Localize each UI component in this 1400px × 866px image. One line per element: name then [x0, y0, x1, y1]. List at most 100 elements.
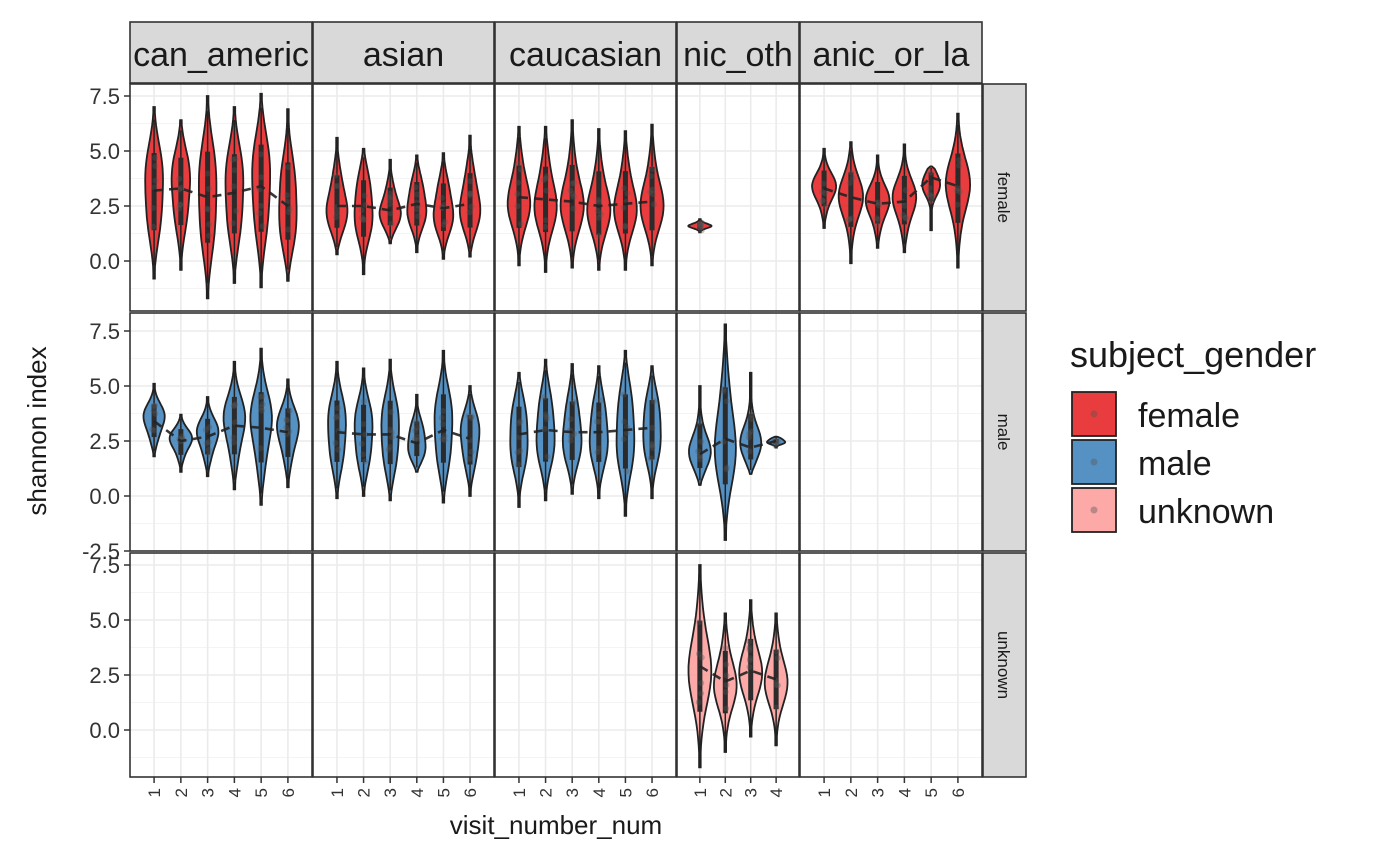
sample-point	[285, 227, 291, 233]
sample-point	[698, 680, 704, 686]
y-tick-label: 2.5	[89, 429, 120, 454]
y-tick-label: 7.5	[89, 84, 120, 109]
sample-point	[206, 447, 212, 453]
sample-point	[335, 447, 341, 453]
sample-point	[721, 389, 727, 395]
x-tick-label: 4	[408, 788, 427, 797]
x-tick-label: 5	[922, 788, 941, 797]
sample-point	[723, 689, 729, 695]
x-tick-label: 6	[643, 788, 662, 797]
sample-point	[698, 690, 704, 696]
sample-point	[287, 206, 293, 212]
sample-point	[544, 173, 550, 179]
strip-row-label-male: male	[994, 414, 1013, 451]
sample-point	[822, 190, 828, 196]
sample-point	[389, 221, 395, 227]
sample-point	[176, 176, 182, 182]
sample-point	[152, 163, 158, 169]
sample-point	[515, 180, 521, 186]
sample-point	[257, 445, 263, 451]
legend-label-unknown: unknown	[1138, 493, 1274, 531]
sample-point	[774, 649, 780, 655]
panel-unknown-asian	[313, 553, 494, 777]
y-axis-title: shannon index	[22, 346, 52, 515]
sample-point	[697, 223, 703, 229]
sample-point	[956, 157, 962, 163]
sample-point	[150, 205, 156, 211]
sample-point	[621, 185, 627, 191]
sample-point	[596, 411, 602, 417]
sample-point	[232, 419, 238, 425]
sample-point	[359, 207, 365, 213]
sample-point	[360, 217, 366, 223]
panel-female-ethnic_other	[677, 84, 799, 311]
sample-point	[442, 437, 448, 443]
sample-point	[259, 393, 265, 399]
sample-point	[414, 206, 420, 212]
legend-key-point	[1091, 411, 1098, 418]
sample-point	[206, 439, 212, 445]
x-tick-label: 4	[767, 788, 786, 797]
sample-point	[283, 424, 289, 430]
sample-point	[415, 213, 421, 219]
x-tick-label: 3	[563, 788, 582, 797]
x-tick-label: 6	[461, 788, 480, 797]
legend-key-point	[1091, 459, 1098, 466]
strip-label-caucasian: caucasian	[509, 36, 662, 74]
facet-panels	[130, 84, 982, 777]
x-tick-label: 2	[537, 788, 556, 797]
sample-point	[598, 397, 604, 403]
x-tick-label: 6	[279, 788, 298, 797]
sample-point	[723, 673, 729, 679]
sample-point	[820, 181, 826, 187]
sample-point	[286, 164, 292, 170]
sample-point	[442, 219, 448, 225]
sample-point	[205, 170, 211, 176]
x-tick-label: 3	[199, 788, 218, 797]
sample-point	[361, 398, 367, 404]
sample-point	[847, 180, 853, 186]
x-tick-label: 2	[355, 788, 374, 797]
legend-label-male: male	[1138, 445, 1212, 483]
panel-unknown-caucasian	[495, 553, 676, 777]
x-tick-label: 4	[225, 788, 244, 797]
sample-point	[284, 192, 290, 198]
strip-label-hispanic_or_latino: anic_or_la	[813, 36, 970, 74]
y-tick-label: 5.0	[89, 139, 120, 164]
sample-point	[468, 178, 474, 184]
sample-point	[747, 655, 753, 661]
sample-point	[231, 440, 237, 446]
sample-point	[873, 215, 879, 221]
sample-point	[543, 188, 549, 194]
x-tick-label: 1	[510, 788, 529, 797]
sample-point	[928, 170, 934, 176]
sample-point	[620, 205, 626, 211]
sample-point	[696, 699, 702, 705]
sample-point	[440, 421, 446, 427]
sample-point	[541, 394, 547, 400]
sample-point	[596, 233, 602, 239]
sample-point	[515, 203, 521, 209]
sample-point	[360, 451, 366, 457]
sample-point	[568, 416, 574, 422]
x-tick-label: 1	[145, 788, 164, 797]
panel-background	[800, 553, 982, 777]
sample-point	[930, 194, 936, 200]
sample-point	[414, 191, 420, 197]
sample-point	[152, 411, 158, 417]
sample-point	[723, 662, 729, 668]
sample-point	[518, 221, 524, 227]
x-tick-label: 6	[949, 788, 968, 797]
sample-point	[595, 197, 601, 203]
sample-point	[439, 195, 445, 201]
panel-background	[677, 84, 799, 311]
sample-point	[359, 441, 365, 447]
sample-point	[697, 419, 703, 425]
sample-point	[362, 193, 368, 199]
sample-point	[571, 180, 577, 186]
panel-background	[130, 553, 312, 777]
sample-point	[956, 163, 962, 169]
sample-point	[258, 151, 264, 157]
sample-point	[258, 203, 264, 209]
